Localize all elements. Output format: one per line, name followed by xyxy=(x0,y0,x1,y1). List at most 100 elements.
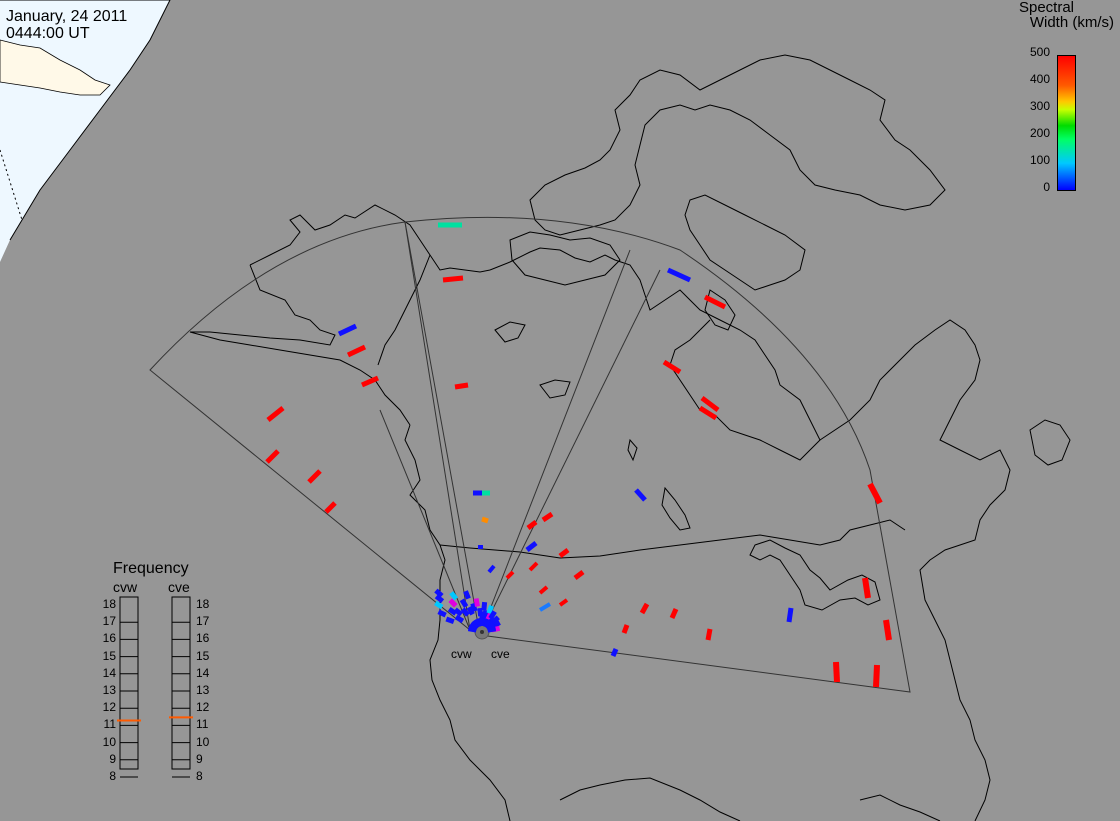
freq-radar-cvw: cvw xyxy=(113,579,138,595)
site-label-cve: cve xyxy=(491,647,510,661)
near-echo xyxy=(434,600,444,610)
frequency-tick-l: 13 xyxy=(102,683,116,697)
echo xyxy=(666,267,692,283)
near-echo-radial xyxy=(487,628,497,633)
frequency-tick-r: 13 xyxy=(196,683,210,697)
near-echo xyxy=(466,606,475,616)
echo xyxy=(265,449,280,464)
echo xyxy=(873,664,880,688)
echo xyxy=(786,607,794,623)
echo xyxy=(862,577,871,599)
frequency-tick-r: 15 xyxy=(196,648,210,663)
border-alaska xyxy=(377,254,431,366)
echo xyxy=(558,548,570,558)
date-label: January, 24 2011 xyxy=(6,8,128,25)
echo xyxy=(883,619,892,641)
colorbar-tick: 500 xyxy=(1029,45,1050,59)
near-echo xyxy=(434,594,445,604)
fov-cve-beam-2 xyxy=(479,269,661,636)
echo xyxy=(538,602,552,612)
fov-cvw xyxy=(149,221,471,632)
fov-cve-beam-1 xyxy=(479,249,631,636)
frequency-tick-l: 14 xyxy=(102,665,116,680)
near-echo xyxy=(445,616,455,625)
echo xyxy=(337,323,358,337)
frequency-tick-r: 10 xyxy=(196,734,210,749)
frequency-tick-l: 12 xyxy=(102,700,116,715)
near-echo xyxy=(447,607,458,616)
frequency-tick-r: 17 xyxy=(196,614,210,629)
near-echo xyxy=(437,609,447,618)
near-echo xyxy=(486,604,494,615)
echo xyxy=(526,520,538,530)
frequency-tick-l: 9 xyxy=(109,751,116,766)
echo xyxy=(307,469,322,484)
time-label: 0444:00 UT xyxy=(6,25,90,42)
near-echo xyxy=(434,588,444,598)
echo xyxy=(525,541,538,552)
newfoundland xyxy=(1029,419,1071,466)
small-isl-1 xyxy=(494,321,526,343)
colorbar-tick: 400 xyxy=(1029,72,1050,86)
frequency-tick-l: 18 xyxy=(102,597,116,611)
echo xyxy=(360,375,380,388)
polar-landmass xyxy=(0,39,111,96)
echo xyxy=(558,598,569,607)
freq-radar-cve: cve xyxy=(168,579,190,595)
echo xyxy=(867,482,883,505)
frequency-tick-r: 12 xyxy=(196,700,210,715)
great-lakes xyxy=(749,539,881,611)
frequency-grid xyxy=(120,621,190,778)
lake-winnipeg xyxy=(661,486,691,531)
near-echo xyxy=(459,598,469,608)
southampton xyxy=(704,289,736,331)
frequency-tick-r: 8 xyxy=(196,769,203,783)
near-echo xyxy=(460,607,470,617)
coast-alaska xyxy=(189,204,491,426)
colorbar-tick: 200 xyxy=(1029,126,1050,140)
coast-south xyxy=(559,777,941,821)
fov-cvw-beam xyxy=(379,409,471,631)
echo xyxy=(705,628,713,641)
small-isl-2 xyxy=(539,379,571,399)
echo xyxy=(662,359,682,375)
frequency-tick-l: 8 xyxy=(109,769,116,783)
frequency-tick-l: 17 xyxy=(102,614,116,629)
frequency-boxes xyxy=(119,596,191,770)
echo xyxy=(346,344,367,358)
arctic-islands xyxy=(529,54,946,236)
echo xyxy=(698,405,718,421)
near-echo xyxy=(470,602,478,612)
frequency-markers xyxy=(117,716,193,722)
polar-terminator-dots xyxy=(0,149,23,221)
echo xyxy=(454,382,469,390)
fov-cve xyxy=(404,216,911,693)
frequency-title: Frequency xyxy=(113,560,189,577)
border-canada-us xyxy=(439,519,906,559)
near-echo xyxy=(453,607,463,617)
echo xyxy=(573,570,585,580)
echo xyxy=(541,511,554,523)
freq-box-cve xyxy=(171,596,191,770)
echo xyxy=(610,648,619,657)
frequency-tick-r: 9 xyxy=(196,751,203,766)
echo xyxy=(639,602,650,615)
frequency-tick-r: 11 xyxy=(196,717,209,732)
polar-terminator-dots-2 xyxy=(0,0,171,241)
legend-title-line2: Width (km/s) xyxy=(1029,14,1114,31)
echo xyxy=(669,607,679,620)
frequency-tick-l: 16 xyxy=(102,631,116,646)
small-isl-3 xyxy=(627,438,638,462)
radar-fov-outlines xyxy=(149,216,911,693)
banks-victoria xyxy=(509,231,621,286)
near-echo xyxy=(454,614,465,624)
echo xyxy=(700,396,720,412)
near-echo xyxy=(481,601,488,611)
near-echo xyxy=(449,591,459,601)
legend-title: Spectral Width (km/s) xyxy=(1019,0,1114,30)
colorbar-tick: 300 xyxy=(1029,99,1050,113)
echo xyxy=(621,624,630,634)
echo xyxy=(634,488,647,502)
echo xyxy=(442,275,464,283)
